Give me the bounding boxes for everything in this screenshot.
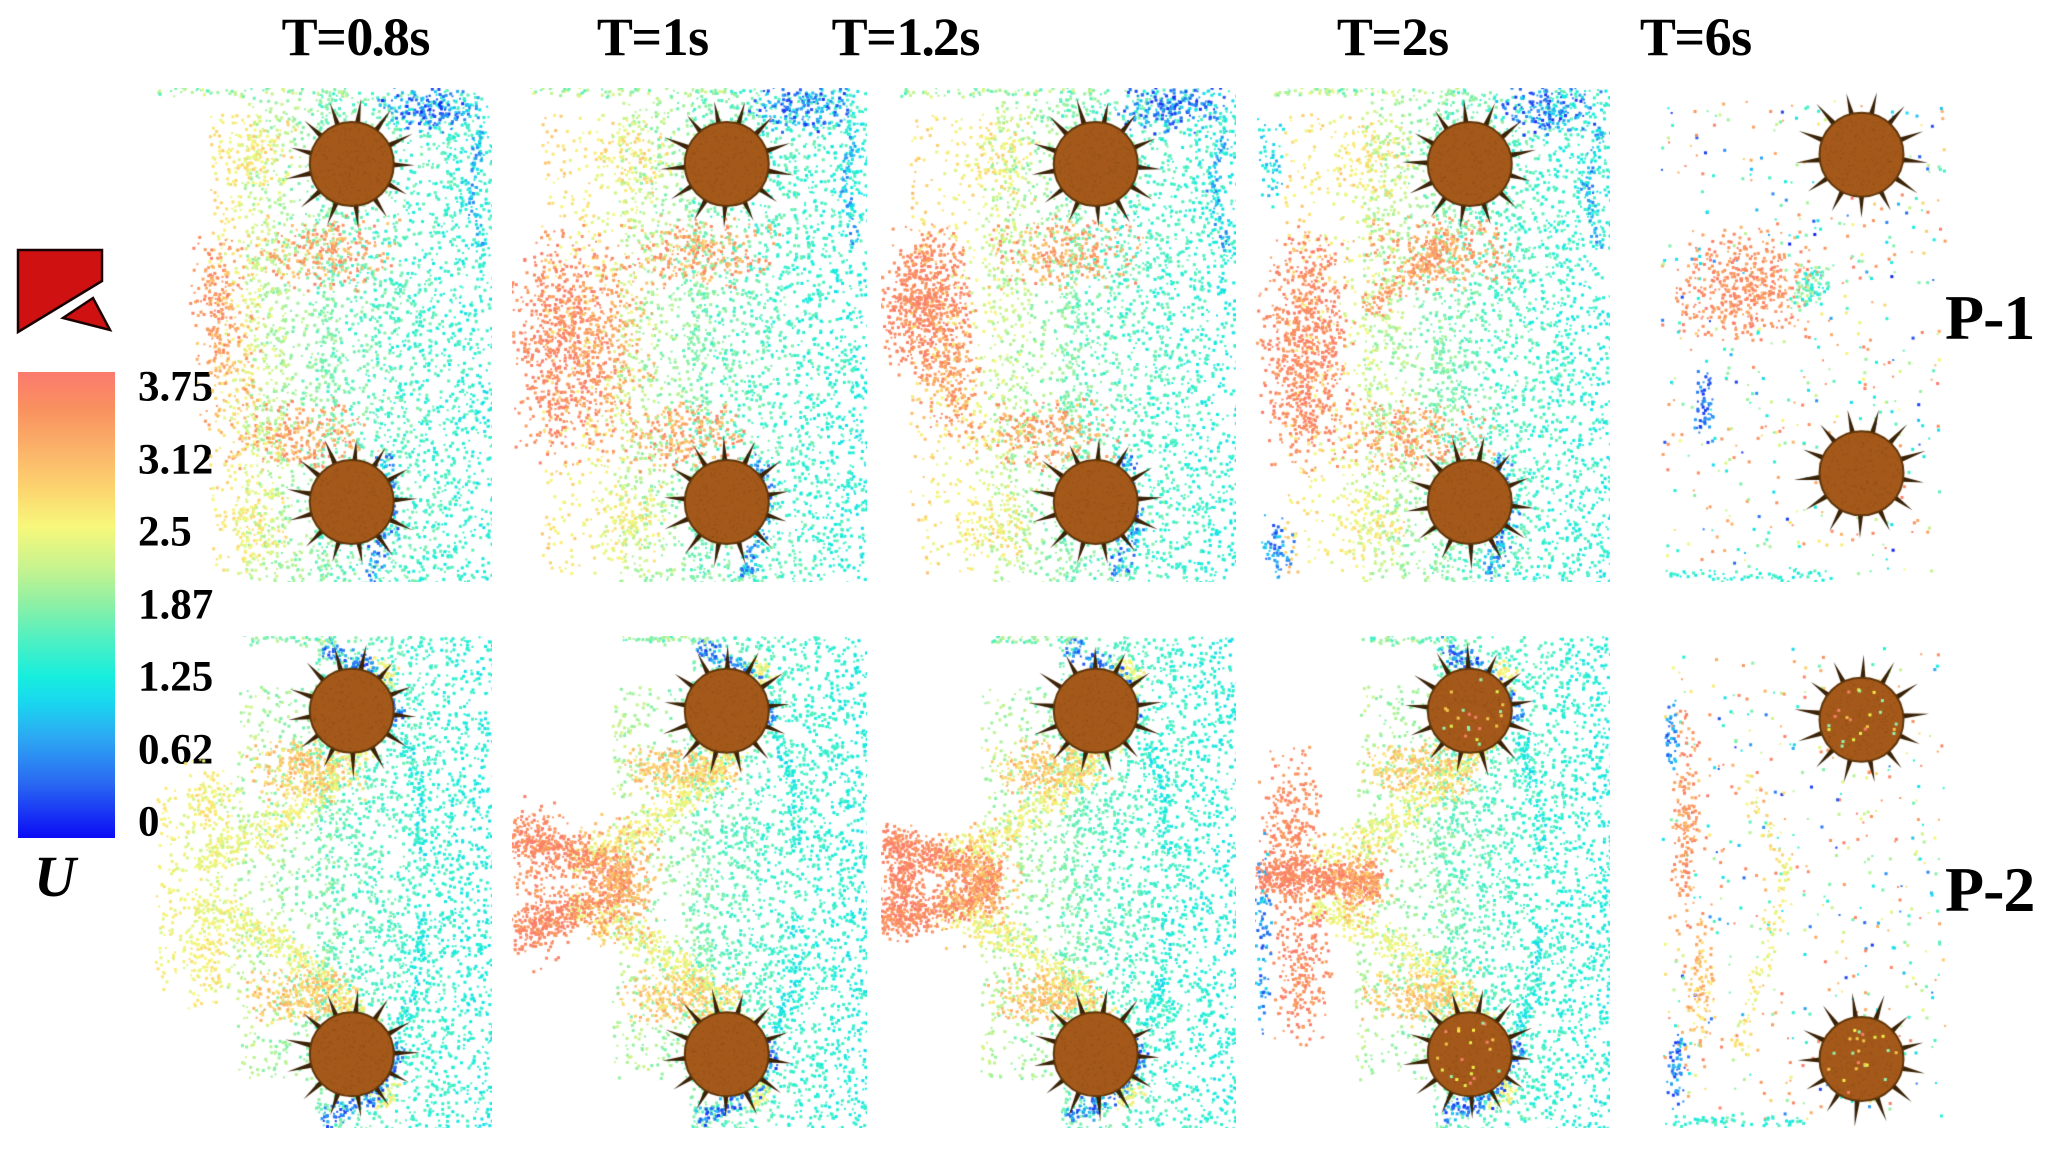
particle-panel-t6-p2 — [1655, 636, 1950, 1128]
colorbar-quantity-label: U — [34, 844, 76, 909]
particle-panel-t1-p1 — [512, 88, 867, 582]
particle-panel-t1.2-p2 — [881, 636, 1236, 1128]
row-label-p2: P-2 — [1945, 854, 2035, 925]
brand-logo-icon — [16, 248, 113, 335]
column-header-t1s: T = 1 s — [596, 7, 709, 67]
colorbar-tick-1.87: 1.87 — [138, 581, 214, 628]
velocity-colorbar — [18, 372, 115, 838]
particle-panel-t2-p2 — [1255, 636, 1610, 1128]
column-header-t6s: T = 6 s — [1639, 7, 1752, 67]
column-header-t0.8s: T = 0.8 s — [281, 7, 431, 67]
particle-panel-t0.8-p2 — [137, 636, 492, 1128]
logo-triangle-shape — [59, 296, 113, 332]
particle-panel-t6-p1 — [1655, 88, 1950, 582]
column-header-t2s: T = 2 s — [1336, 7, 1449, 67]
particle-panel-t0.8-p1 — [137, 88, 492, 582]
particle-panel-t1.2-p1 — [881, 88, 1236, 582]
logo-flag-shape — [16, 248, 104, 335]
column-header-t1.2s: T = 1.2 s — [831, 7, 981, 67]
particle-panel-t1-p2 — [512, 636, 867, 1128]
particle-panel-t2-p1 — [1255, 88, 1610, 582]
row-label-p1: P-1 — [1945, 282, 2035, 353]
